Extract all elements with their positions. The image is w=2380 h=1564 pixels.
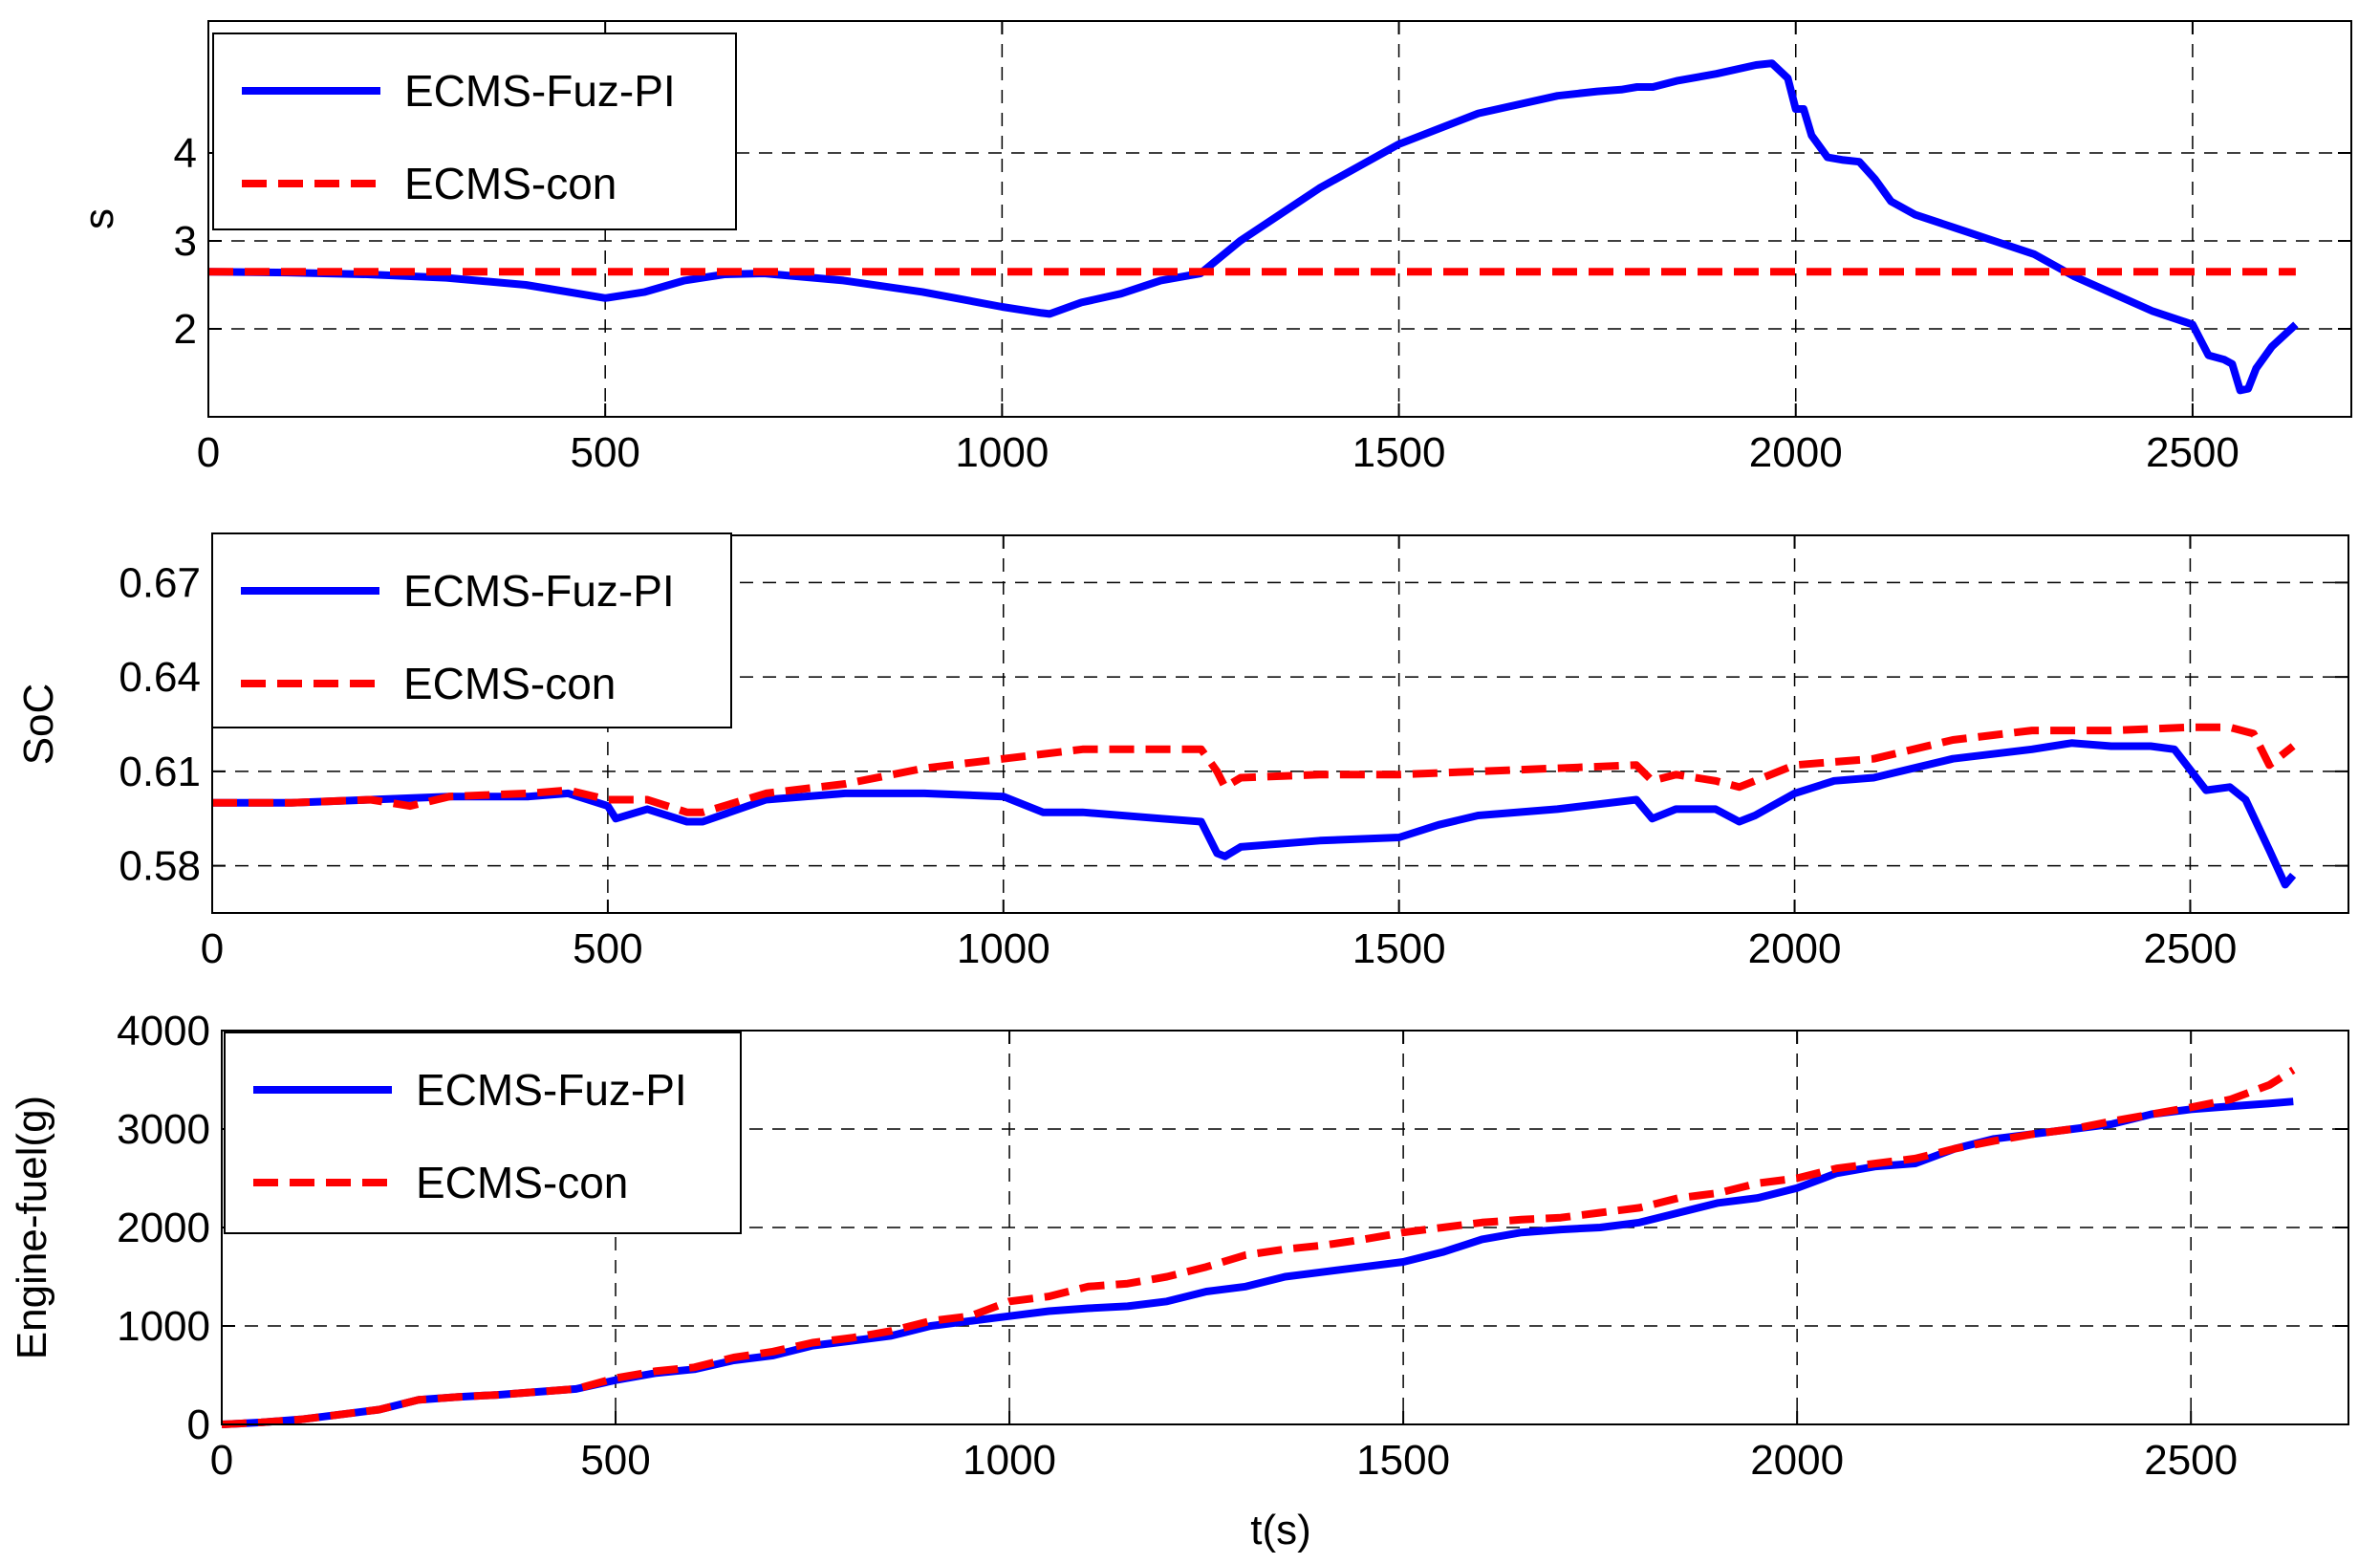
y-tick-label: 4000 — [117, 1008, 210, 1054]
x-tick-label: 2500 — [2144, 1437, 2238, 1484]
y-tick-label: 3000 — [117, 1106, 210, 1153]
x-tick-label: 500 — [573, 925, 642, 972]
legend-label: ECMS-con — [416, 1158, 628, 1207]
y-tick-label: 1000 — [117, 1303, 210, 1350]
y-tick-label: 0.64 — [119, 654, 201, 701]
series-line-ecms-fuz-pi — [207, 59, 2299, 395]
y-tick-label: 3 — [174, 218, 197, 265]
legend-box — [211, 532, 732, 728]
x-tick-label: 1500 — [1352, 429, 1446, 476]
legend-label: ECMS-Fuz-PI — [416, 1065, 687, 1115]
x-tick-label: 500 — [580, 1437, 650, 1484]
y-axis-label: s — [76, 208, 122, 229]
y-tick-label: 0.61 — [119, 749, 201, 795]
y-tick-label: 0.67 — [119, 559, 201, 606]
x-tick-label: 1000 — [957, 925, 1050, 972]
x-tick-label: 2000 — [1748, 925, 1842, 972]
series-line-ecms-con — [212, 723, 2296, 816]
x-tick-label: 1500 — [1356, 1437, 1450, 1484]
legend: ECMS-Fuz-PI ECMS-con — [224, 1032, 742, 1234]
series-line-ecms-con — [221, 1066, 2296, 1428]
legend: ECMS-Fuz-PI ECMS-con — [211, 532, 732, 728]
panel-2: 0 500 1000 1500 2000 2500 0.58 0.61 0.64 0.67 SoC E… — [15, 532, 2349, 972]
x-tick-label: 1500 — [1352, 925, 1446, 972]
y-tick-label: 0 — [187, 1401, 210, 1448]
x-tick-label: 2000 — [1750, 1437, 1844, 1484]
y-tick-label: 4 — [174, 130, 197, 177]
y-axis-label: SoC — [15, 684, 62, 766]
x-tick-label: 0 — [210, 1437, 233, 1484]
x-tick-label: 1000 — [955, 429, 1049, 476]
y-tick-label: 2 — [174, 306, 197, 353]
legend-label: ECMS-con — [404, 159, 617, 208]
y-tick-label: 0.58 — [119, 843, 201, 890]
x-tick-label: 500 — [570, 429, 639, 476]
panel-3: 0 500 1000 1500 2000 2500 0 1000 2000 3000 4000 Eng… — [9, 1008, 2349, 1484]
panels: 0 500 1000 1500 2000 2500234sECMS-Fuz-PIECMS-… — [9, 20, 2352, 1484]
x-tick-label: 0 — [201, 925, 224, 972]
series-line-ecms-fuz-pi — [212, 739, 2297, 889]
y-axis-label: Engine-fuel(g) — [9, 1096, 55, 1359]
legend: ECMS-Fuz-PI ECMS-con — [212, 33, 737, 230]
axes-frame — [207, 20, 2352, 418]
panel-1: 0 500 1000 1500 2000 2500234sECMS-Fuz-PIECMS-… — [76, 20, 2352, 476]
x-tick-label: 0 — [197, 429, 220, 476]
legend-label: ECMS-Fuz-PI — [404, 66, 676, 116]
x-tick-label: 2500 — [2143, 925, 2237, 972]
x-tick-label: 1000 — [963, 1437, 1056, 1484]
legend-box — [224, 1032, 742, 1234]
legend-label: ECMS-Fuz-PI — [403, 566, 675, 616]
x-tick-label: 2000 — [1749, 429, 1843, 476]
legend-label: ECMS-con — [403, 659, 616, 708]
x-tick-label: 2500 — [2146, 429, 2239, 476]
legend-box — [212, 33, 737, 230]
y-tick-label: 2000 — [117, 1205, 210, 1251]
figure-xlabel: t(s) — [1250, 1507, 1311, 1553]
